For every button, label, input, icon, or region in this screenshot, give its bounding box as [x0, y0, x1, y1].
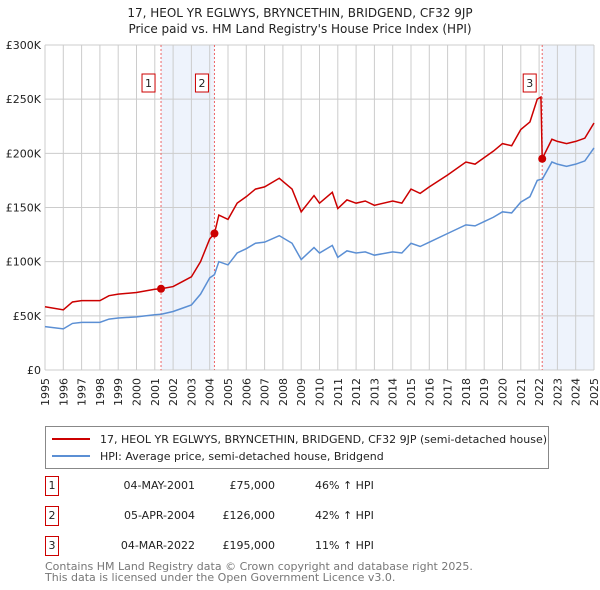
sale-date: 04-MAY-2001 [123, 479, 195, 492]
x-tick-label: 2013 [368, 378, 381, 406]
x-tick-label: 2005 [222, 378, 235, 406]
sale-hpi: 11% ↑ HPI [315, 539, 374, 552]
sale-price: £75,000 [229, 479, 276, 492]
x-tick-label: 2011 [332, 378, 345, 406]
sale-point [210, 229, 219, 238]
x-tick-label: 2023 [551, 378, 564, 406]
chart-title: 17, HEOL YR EGLWYS, BRYNCETHIN, BRIDGEND… [127, 6, 473, 20]
y-tick-label: £150K [6, 202, 42, 215]
x-tick-label: 2024 [570, 378, 583, 406]
sale-date: 05-APR-2004 [123, 509, 195, 522]
footer-line: Contains HM Land Registry data © Crown c… [45, 560, 473, 573]
sale-marker-label: 1 [145, 77, 152, 90]
x-tick-label: 2018 [460, 378, 473, 406]
x-tick-label: 2019 [478, 378, 491, 406]
x-tick-label: 2010 [314, 378, 327, 406]
x-tick-label: 1997 [76, 378, 89, 406]
sale-marker-box [141, 73, 156, 93]
y-tick-label: £250K [6, 93, 42, 106]
legend-label-property: 17, HEOL YR EGLWYS, BRYNCETHIN, BRIDGEND… [100, 432, 548, 446]
price-chart: 1995 1996 1997 1998 1999 2000 2001 2002 2003 2004… [6, 39, 600, 406]
sale-marker-label: 2 [198, 77, 205, 90]
sale-row: 1 04-MAY-2001 £75,000 46% ↑ HPI [45, 476, 465, 496]
footer: Contains HM Land Registry data © Crown c… [45, 561, 473, 583]
x-tick-label: 2003 [185, 378, 198, 406]
x-tick-label: 2017 [442, 378, 455, 406]
legend-swatch-hpi [52, 455, 90, 457]
sale-row: 3 04-MAR-2022 £195,000 11% ↑ HPI [45, 536, 465, 556]
legend-swatch-property [52, 438, 90, 440]
y-tick-label: £300K [6, 39, 42, 52]
sale-price: £195,000 [222, 539, 276, 552]
x-tick-label: 2015 [405, 378, 418, 406]
x-tick-label: 2004 [204, 378, 217, 406]
sale-marker-box [522, 73, 537, 93]
series-line [44, 147, 595, 330]
x-tick-label: 2007 [259, 378, 272, 406]
x-tick-label: 2008 [277, 378, 290, 406]
x-tick-label: 1995 [39, 378, 52, 406]
sale-hpi: 42% ↑ HPI [315, 509, 374, 522]
x-tick-label: 2002 [167, 378, 180, 406]
x-tick-label: 2022 [533, 378, 546, 406]
x-tick-label: 2016 [423, 378, 436, 406]
sale-marker-label: 3 [526, 77, 533, 90]
y-tick-label: £100K [6, 256, 42, 269]
sale-row: 2 05-APR-2004 £126,000 42% ↑ HPI [45, 506, 465, 526]
x-tick-label: 2001 [149, 378, 162, 406]
sale-marker-box [194, 73, 209, 93]
x-tick-label: 2000 [131, 378, 144, 406]
sale-marker-label: 3 [45, 536, 59, 556]
y-tick-label: £200K [6, 147, 42, 160]
chart-subtitle: Price paid vs. HM Land Registry's House … [128, 22, 472, 36]
x-tick-label: 2012 [350, 378, 363, 406]
x-tick-label: 2014 [387, 378, 400, 406]
x-tick-label: 2021 [515, 378, 528, 406]
x-tick-label: 1996 [57, 378, 70, 406]
x-tick-label: 2009 [295, 378, 308, 406]
sale-marker-label: 2 [45, 506, 59, 526]
sale-date: 04-MAR-2022 [120, 539, 195, 552]
y-tick-label: £50K [13, 310, 42, 323]
footer-line: This data is licensed under the Open Gov… [45, 571, 396, 584]
y-tick-label: £0 [27, 364, 41, 377]
x-tick-label: 1998 [94, 378, 107, 406]
sale-price: £126,000 [222, 509, 276, 522]
legend-label-hpi: HPI: Average price, semi-detached house,… [100, 449, 384, 463]
x-tick-label: 2020 [497, 378, 510, 406]
x-tick-label: 2025 [588, 378, 600, 406]
sale-marker-label: 1 [45, 476, 59, 496]
legend: 17, HEOL YR EGLWYS, BRYNCETHIN, BRIDGEND… [45, 426, 549, 469]
x-tick-label: 1999 [112, 378, 125, 406]
x-tick-label: 2006 [240, 378, 253, 406]
sale-point [538, 154, 547, 163]
sale-hpi: 46% ↑ HPI [315, 479, 374, 492]
sale-point [157, 284, 166, 293]
